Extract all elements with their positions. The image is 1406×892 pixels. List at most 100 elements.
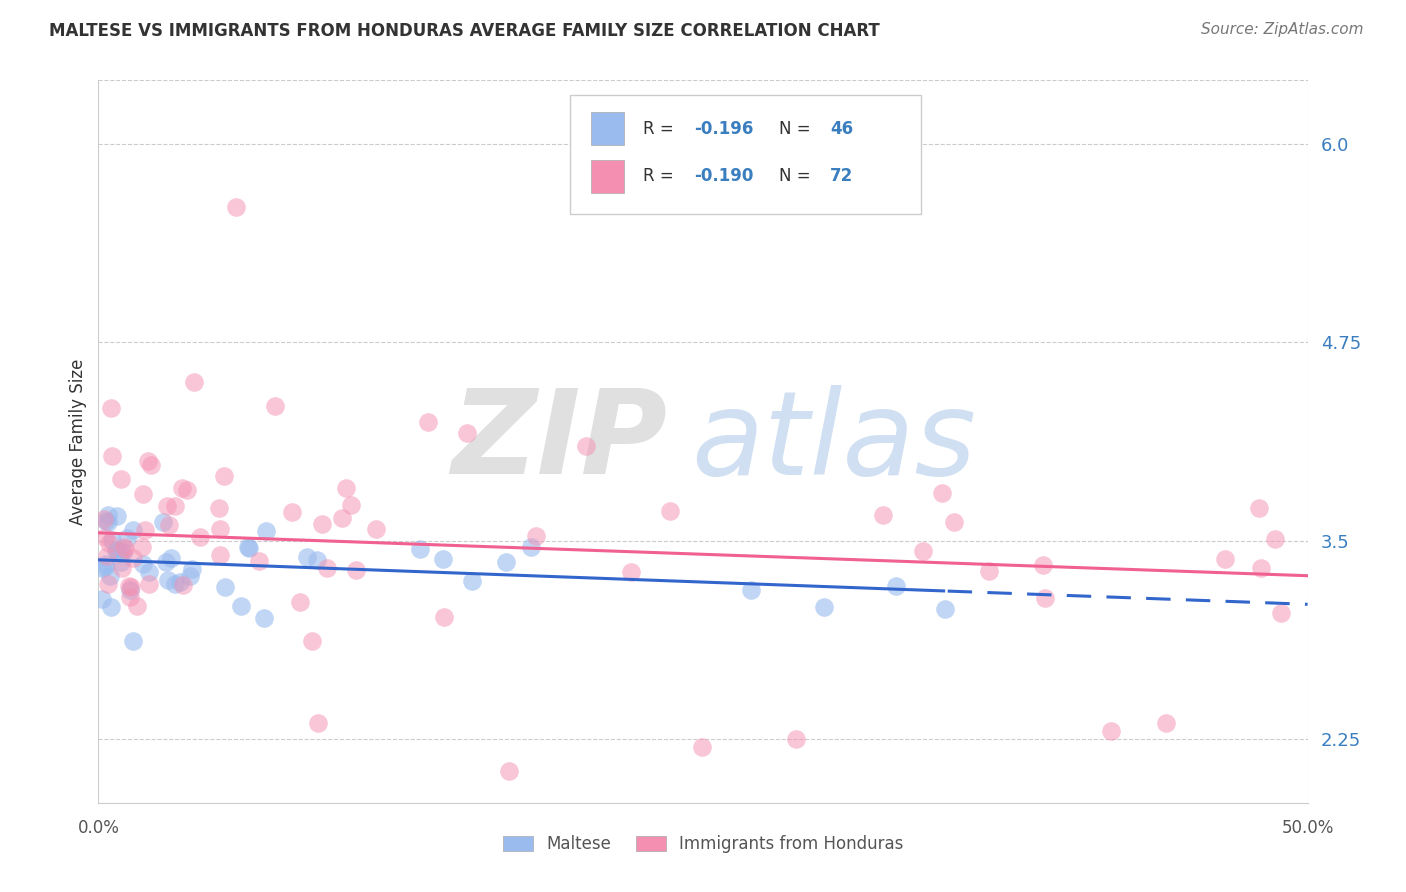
Point: [112, 540, 135, 554]
FancyBboxPatch shape: [591, 161, 624, 193]
Point: [183, 375, 205, 389]
Point: [94, 558, 117, 572]
Point: [163, 499, 186, 513]
Point: [111, 561, 134, 575]
Point: [1250, 561, 1272, 575]
Point: [524, 529, 547, 543]
Point: [100, 401, 122, 415]
Point: [977, 564, 1000, 578]
Point: [156, 574, 179, 588]
Point: [1247, 500, 1270, 515]
Point: [97, 577, 120, 591]
Point: [94, 530, 117, 544]
Point: [813, 599, 835, 614]
Point: [288, 595, 311, 609]
Point: [179, 569, 201, 583]
Text: 72: 72: [830, 168, 853, 186]
Point: [208, 522, 231, 536]
Point: [172, 578, 194, 592]
Point: [101, 533, 124, 547]
Point: [295, 550, 318, 565]
Text: 46: 46: [830, 120, 853, 137]
Point: [214, 581, 236, 595]
Text: N =: N =: [779, 168, 815, 186]
Point: [942, 515, 965, 529]
Point: [1270, 606, 1292, 620]
Point: [122, 550, 145, 565]
Point: [316, 560, 339, 574]
Point: [495, 555, 517, 569]
Point: [96, 549, 118, 563]
Point: [253, 611, 276, 625]
Point: [238, 541, 260, 555]
Point: [225, 200, 247, 214]
Text: -0.196: -0.196: [695, 120, 754, 137]
Point: [690, 740, 713, 755]
Point: [208, 548, 231, 562]
Point: [658, 504, 681, 518]
Point: [208, 501, 231, 516]
Point: [456, 425, 478, 440]
Text: ZIP: ZIP: [451, 384, 666, 499]
Point: [115, 532, 138, 546]
Point: [110, 555, 132, 569]
Legend: Maltese, Immigrants from Honduras: Maltese, Immigrants from Honduras: [496, 828, 910, 860]
Point: [931, 485, 953, 500]
Point: [247, 554, 270, 568]
Point: [264, 399, 287, 413]
Point: [169, 574, 191, 589]
Point: [104, 543, 127, 558]
Point: [330, 510, 353, 524]
Point: [97, 508, 120, 522]
Point: [740, 583, 762, 598]
Point: [307, 716, 329, 731]
Point: [98, 568, 121, 582]
FancyBboxPatch shape: [569, 95, 921, 214]
Text: R =: R =: [643, 168, 679, 186]
Point: [460, 574, 482, 588]
Text: N =: N =: [779, 120, 815, 137]
Text: MALTESE VS IMMIGRANTS FROM HONDURAS AVERAGE FAMILY SIZE CORRELATION CHART: MALTESE VS IMMIGRANTS FROM HONDURAS AVER…: [49, 22, 880, 40]
Point: [280, 505, 302, 519]
FancyBboxPatch shape: [591, 112, 624, 145]
Point: [188, 530, 211, 544]
Point: [432, 610, 454, 624]
Point: [912, 544, 935, 558]
Point: [120, 580, 142, 594]
Point: [416, 415, 439, 429]
Point: [93, 512, 115, 526]
Point: [229, 599, 252, 613]
Point: [120, 590, 142, 604]
Text: R =: R =: [643, 120, 679, 137]
Point: [305, 552, 328, 566]
Point: [181, 562, 204, 576]
Point: [90, 591, 112, 606]
Point: [886, 579, 908, 593]
Point: [97, 536, 120, 550]
Point: [121, 523, 143, 537]
Point: [159, 518, 181, 533]
Point: [97, 515, 120, 529]
Point: [335, 481, 357, 495]
Point: [254, 524, 277, 538]
Point: [176, 483, 198, 497]
Point: [110, 472, 132, 486]
Y-axis label: Average Family Size: Average Family Size: [69, 359, 87, 524]
Point: [108, 546, 131, 560]
Point: [498, 764, 520, 778]
Point: [785, 732, 807, 747]
Point: [131, 486, 153, 500]
Point: [105, 509, 128, 524]
Point: [132, 557, 155, 571]
Point: [94, 560, 117, 574]
Point: [620, 565, 643, 579]
Point: [138, 565, 160, 579]
Point: [118, 578, 141, 592]
Text: atlas: atlas: [690, 384, 976, 499]
Point: [156, 499, 179, 513]
Point: [1035, 591, 1057, 606]
Point: [152, 516, 174, 530]
Point: [134, 523, 156, 537]
Point: [101, 449, 124, 463]
Point: [1032, 558, 1054, 572]
